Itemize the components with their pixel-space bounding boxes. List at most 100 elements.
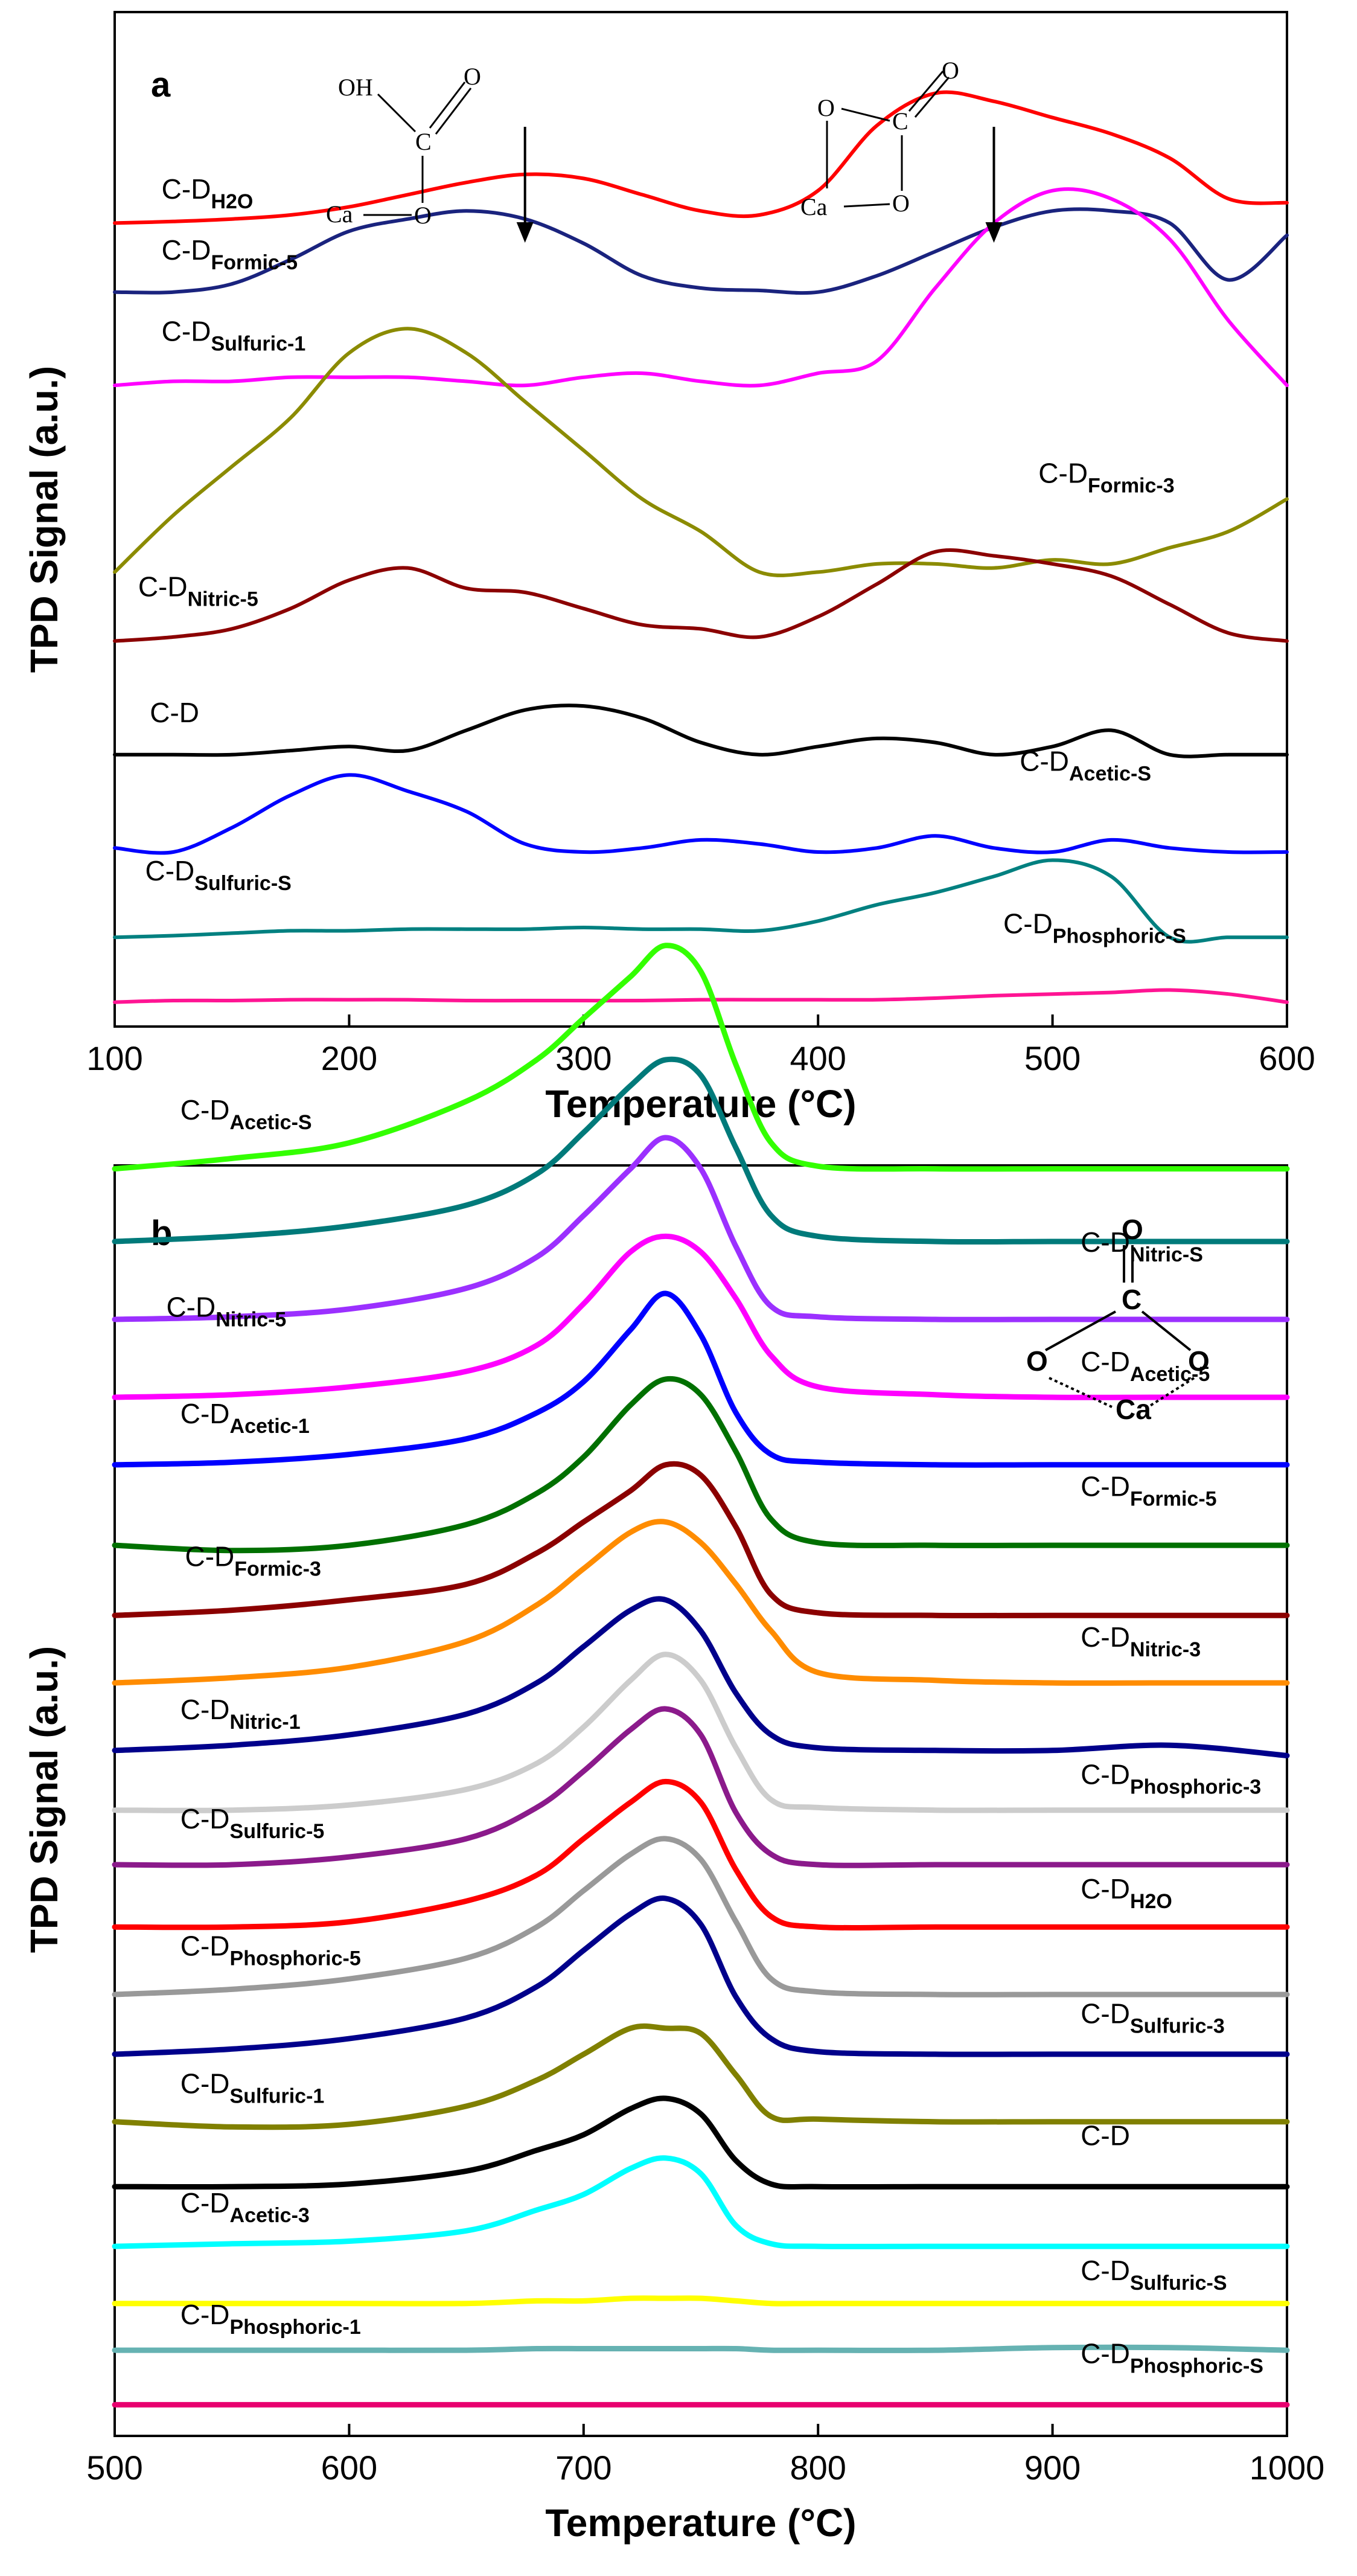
- series-label-b-untreated: C-D: [1081, 2119, 1130, 2151]
- carbonate-structure-b: O C O O Ca: [1026, 1214, 1210, 1425]
- x-tick-label: 500: [1024, 1039, 1081, 1077]
- carb-a-c-label: C: [892, 107, 908, 135]
- x-tick-label: 400: [790, 1039, 846, 1077]
- series-label-b-sulfuric-s: C-DSulfuric-S: [1081, 2255, 1227, 2295]
- carb-b-ca-label: Ca: [1116, 1394, 1151, 1425]
- x-axis-ticks-b: 500 600 700 800 900 1000: [86, 2424, 1324, 2487]
- series-label-base: C-D: [1081, 1226, 1130, 1258]
- carb-a-o1-label: O: [817, 94, 835, 121]
- series-label-b-h2o: C-DH2O: [1081, 1873, 1172, 1913]
- series-label-b-sulfuric-1: C-DSulfuric-1: [180, 2068, 325, 2107]
- carb-a-o3-label: O: [892, 190, 910, 217]
- bond-line: [908, 71, 944, 112]
- x-tick-label: 100: [86, 1039, 142, 1077]
- series-label-base: C-D: [1081, 2255, 1130, 2286]
- formate-o-label: O: [414, 202, 432, 229]
- x-tick-label: 200: [321, 1039, 377, 1077]
- series-line-b-acetic-5: [112, 1233, 1290, 1400]
- bond-line: [841, 107, 890, 122]
- x-axis-ticks-a: 100 200 300 400 500 600: [86, 1014, 1315, 1077]
- series-label-a-untreated: C-D: [150, 697, 199, 728]
- series-line-a-phosphoric-s: [113, 988, 1289, 1004]
- series-label-a-h2o: C-DH2O: [162, 173, 254, 213]
- series-label-base: C-D: [180, 1694, 230, 1725]
- series-labels-b: C-DAcetic-SC-DNitric-SC-DNitric-5C-DAcet…: [166, 1094, 1263, 2378]
- arrows-a: [516, 127, 1003, 243]
- series-line-b-sulfuric-3: [112, 1895, 1290, 2057]
- series-label-b-nitric-1: C-DNitric-1: [180, 1694, 301, 1734]
- series-label-b-acetic-s: C-DAcetic-S: [180, 1094, 312, 1134]
- series-label-base: C-D: [185, 1541, 235, 1572]
- x-tick-label: 700: [555, 2449, 611, 2487]
- x-axis-title-a: Temperature (°C): [545, 1082, 856, 1126]
- formate-ca-label: Ca: [326, 200, 353, 228]
- series-group-b: [112, 943, 1290, 2408]
- series-line-b-untreated: [112, 2095, 1290, 2190]
- series-label-b-formic-5: C-DFormic-5: [1081, 1470, 1216, 1510]
- series-label-base: C-D: [1081, 1621, 1130, 1653]
- series-label-base: C-D: [166, 1292, 216, 1323]
- series-label-b-nitric-5: C-DNitric-5: [166, 1292, 286, 1331]
- series-line-a-nitric-5: [113, 548, 1289, 643]
- series-label-subscript: Sulfuric-S: [1130, 2272, 1227, 2295]
- series-label-subscript: Sulfuric-3: [1130, 2014, 1225, 2037]
- x-tick-label: 600: [1259, 1039, 1315, 1077]
- series-label-base: C-D: [162, 234, 211, 266]
- bond-line: [1147, 1377, 1195, 1408]
- series-label-base: C-D: [180, 1930, 230, 1962]
- formate-o-double-label: O: [464, 63, 481, 90]
- series-label-base: C-D: [1003, 908, 1053, 939]
- formate-c-label: C: [415, 128, 432, 155]
- series-line-b-acetic-3: [112, 2155, 1290, 2249]
- series-line-b-formic-5: [112, 1376, 1290, 1554]
- series-line-b-h2o: [112, 1778, 1290, 1930]
- series-line-b-phosphoric-1: [112, 2344, 1290, 2353]
- bond-line: [914, 77, 950, 118]
- series-label-subscript: Acetic-5: [1130, 1363, 1210, 1386]
- series-label-subscript: Sulfuric-5: [230, 1820, 325, 1843]
- series-label-subscript: Sulfuric-1: [211, 332, 305, 355]
- series-group-a: [113, 90, 1289, 1004]
- plot-frame-a: [113, 11, 1288, 1028]
- series-label-b-nitric-3: C-DNitric-3: [1081, 1621, 1201, 1661]
- series-label-base: C-D: [1081, 2338, 1130, 2369]
- series-label-subscript: Formic-3: [234, 1558, 321, 1581]
- series-label-subscript: Phosphoric-3: [1130, 1776, 1261, 1799]
- carb-b-o-right-label: O: [1188, 1345, 1210, 1377]
- series-label-base: C-D: [1081, 1346, 1130, 1377]
- series-line-a-h2o: [113, 90, 1289, 225]
- series-label-subscript: Sulfuric-1: [230, 2084, 325, 2107]
- bond-line: [377, 93, 417, 133]
- series-label-subscript: Sulfuric-S: [194, 872, 292, 895]
- series-label-subscript: Phosphoric-S: [1130, 2355, 1263, 2378]
- formate-oh-label: OH: [338, 74, 373, 101]
- bond-line: [1049, 1377, 1113, 1408]
- series-label-subscript: H2O: [211, 190, 253, 213]
- formate-structure: OH O C Ca O: [326, 63, 481, 229]
- series-line-a-untreated: [113, 703, 1289, 758]
- series-label-a-formic-5: C-DFormic-5: [162, 234, 298, 274]
- arrow-head: [516, 222, 534, 243]
- series-line-b-nitric-3: [112, 1519, 1290, 1686]
- series-label-base: C-D: [180, 2068, 230, 2099]
- series-line-a-formic-3: [113, 327, 1289, 577]
- carb-b-o-left-label: O: [1026, 1345, 1048, 1377]
- x-tick-label: 500: [86, 2449, 142, 2487]
- series-label-base: C-D: [1038, 458, 1088, 489]
- panel-b: b C-DAcetic-SC-DNitric-SC-DNitric-5C-DAc…: [22, 943, 1324, 2545]
- carbonate-structure-a: O O C Ca O: [800, 57, 959, 220]
- series-label-subscript: Nitric-5: [216, 1309, 286, 1331]
- series-label-a-acetic-s: C-DAcetic-S: [1020, 746, 1151, 786]
- carb-a-ca-label: Ca: [800, 193, 828, 220]
- series-label-subscript: Acetic-1: [230, 1415, 310, 1438]
- series-label-b-acetic-5: C-DAcetic-5: [1081, 1346, 1210, 1386]
- series-label-subscript: Acetic-S: [1069, 763, 1151, 786]
- series-label-b-phosphoric-5: C-DPhosphoric-5: [180, 1930, 361, 1970]
- series-label-subscript: H2O: [1130, 1890, 1172, 1913]
- series-line-b-nitric-1: [112, 1596, 1290, 1758]
- series-line-b-phosphoric-5: [112, 1836, 1290, 1998]
- series-line-b-nitric-s: [112, 1056, 1290, 1245]
- series-label-b-sulfuric-3: C-DSulfuric-3: [1081, 1998, 1225, 2037]
- series-label-subscript: Phosphoric-S: [1053, 924, 1186, 947]
